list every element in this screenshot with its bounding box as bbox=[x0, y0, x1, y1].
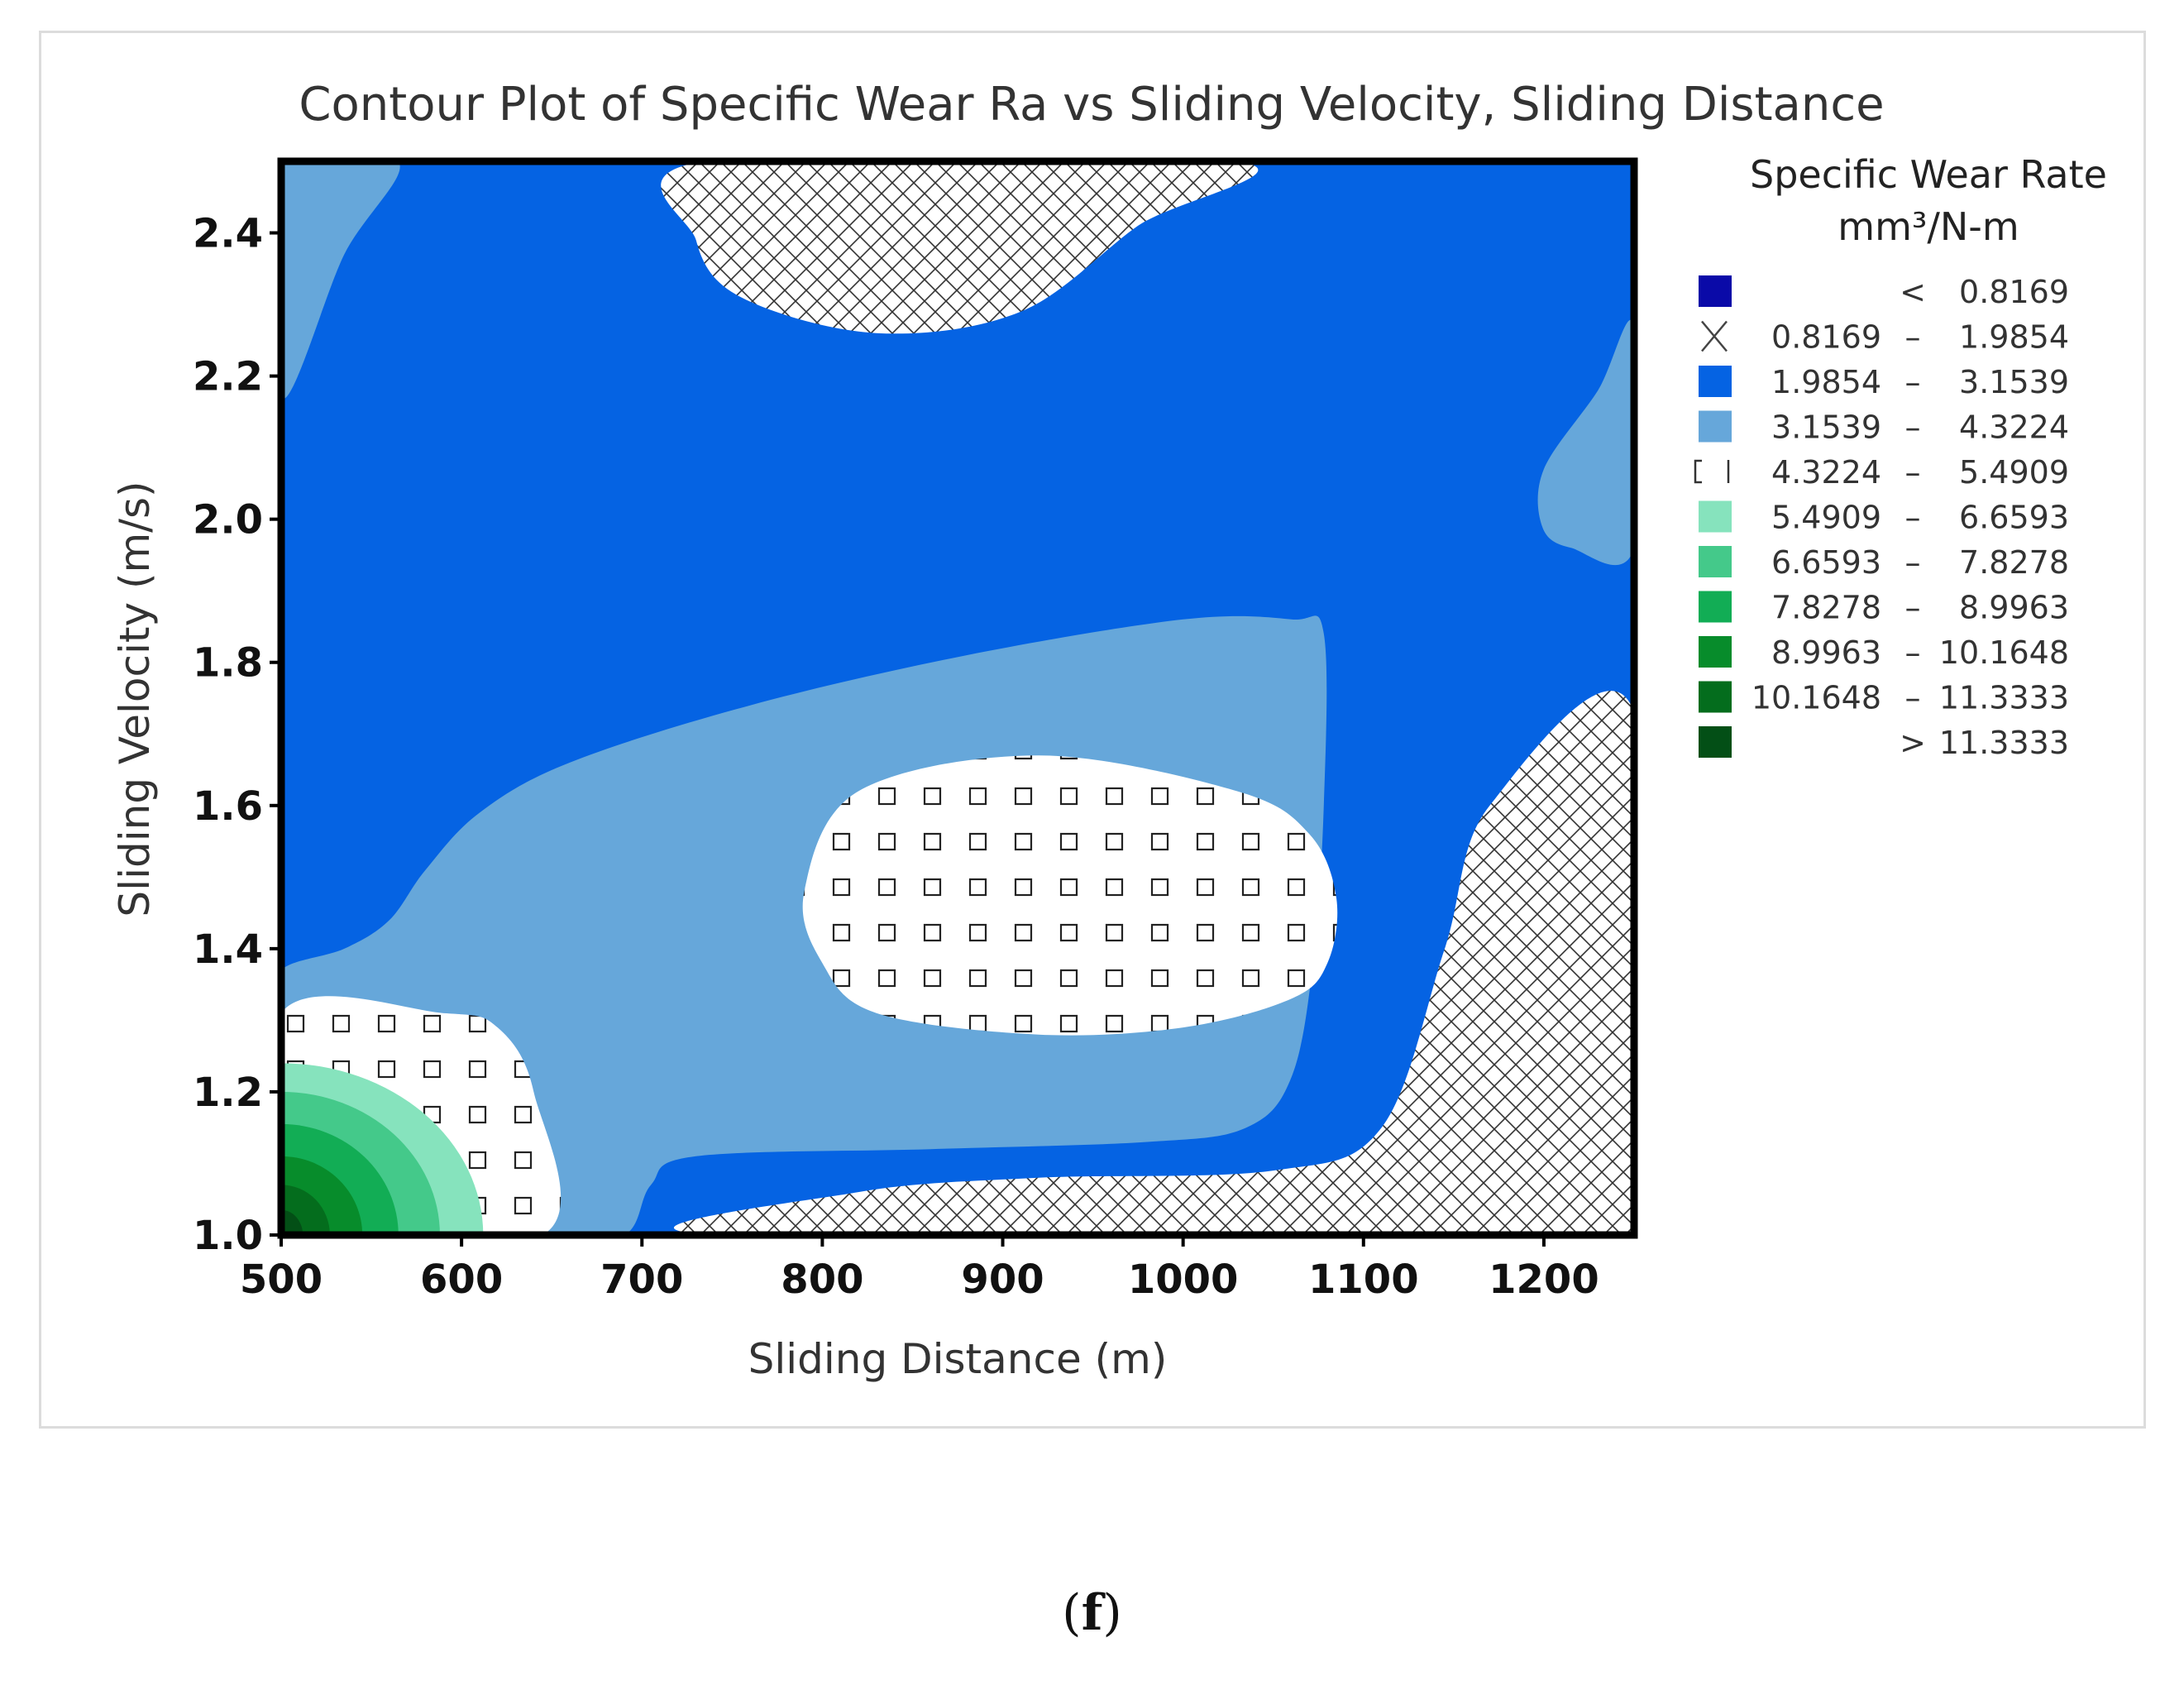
legend-high: 7.8278 bbox=[1959, 544, 2069, 581]
x-tick-label: 1000 bbox=[1128, 1257, 1239, 1303]
contour-region-6 bbox=[802, 755, 1338, 1036]
legend-entry: 8.9963–10.1648 bbox=[1699, 634, 2069, 671]
legend-entry: 0.8169– 1.9854 bbox=[1701, 319, 2069, 356]
legend-swatch bbox=[1699, 410, 1732, 443]
legend-swatch bbox=[1699, 726, 1732, 758]
x-tick-label: 1100 bbox=[1308, 1257, 1419, 1303]
contour-region-2 bbox=[673, 691, 1634, 1235]
legend-separator: – bbox=[1905, 454, 1921, 491]
x-tick-label: 700 bbox=[600, 1257, 683, 1303]
legend-entry: <0.8169 bbox=[1699, 274, 2069, 310]
legend-swatch bbox=[1699, 636, 1732, 668]
legend-high: 8.9963 bbox=[1959, 590, 2069, 626]
contour-plot-area bbox=[281, 161, 1634, 1235]
legend-high: 11.3333 bbox=[1939, 680, 2069, 716]
legend-swatch bbox=[1694, 459, 1730, 484]
legend-swatch bbox=[1699, 500, 1732, 533]
contour-region-13 bbox=[281, 1209, 303, 1235]
legend-separator: – bbox=[1905, 409, 1921, 446]
chart-title: Contour Plot of Specific Wear Ra vs Slid… bbox=[299, 78, 1884, 132]
x-tick-label: 600 bbox=[420, 1257, 503, 1303]
y-tick-label: 2.4 bbox=[193, 211, 263, 257]
legend-low: 10.1648 bbox=[1752, 680, 1881, 716]
y-axis-label: Sliding Velocity (m/s) bbox=[111, 481, 159, 917]
y-tick-label: 2.2 bbox=[193, 354, 263, 400]
legend-unit: mm³/N-m bbox=[1838, 204, 2019, 249]
legend-separator: – bbox=[1905, 319, 1921, 356]
legend-separator: – bbox=[1905, 590, 1921, 626]
legend-entry: 10.1648–11.3333 bbox=[1699, 680, 2069, 716]
contour-chart: Contour Plot of Specific Wear Ra vs Slid… bbox=[111, 78, 2107, 1383]
y-tick-label: 1.0 bbox=[193, 1213, 263, 1259]
plot-border bbox=[277, 157, 1638, 1239]
legend: Specific Wear Rate mm³/N-m <0.81690.8169… bbox=[1694, 152, 2107, 761]
legend-separator: < bbox=[1900, 274, 1926, 310]
legend-separator: – bbox=[1905, 500, 1921, 536]
legend-high: 10.1648 bbox=[1939, 634, 2069, 671]
panel-label: (f) bbox=[1062, 1584, 1122, 1642]
legend-high: 6.6593 bbox=[1959, 500, 2069, 536]
legend-high: 4.3224 bbox=[1959, 409, 2069, 446]
y-tick-label: 1.8 bbox=[193, 640, 263, 687]
x-tick-label: 500 bbox=[240, 1257, 323, 1303]
legend-swatch bbox=[1699, 681, 1732, 713]
legend-low: 5.4909 bbox=[1771, 500, 1881, 536]
x-axis-label: Sliding Distance (m) bbox=[748, 1335, 1168, 1383]
y-tick-label: 1.4 bbox=[193, 926, 263, 973]
x-tick-label: 1200 bbox=[1489, 1257, 1599, 1303]
y-tick-label: 1.2 bbox=[193, 1070, 263, 1116]
legend-entry: 7.8278– 8.9963 bbox=[1699, 590, 2069, 626]
contour-region-1 bbox=[661, 161, 1259, 334]
legend-separator: – bbox=[1905, 364, 1921, 400]
legend-entry: >11.3333 bbox=[1699, 725, 2069, 761]
contour-region-4 bbox=[1537, 319, 1634, 566]
legend-separator: – bbox=[1905, 634, 1921, 671]
legend-high: 0.8169 bbox=[1959, 274, 2069, 310]
legend-high: 1.9854 bbox=[1959, 319, 2069, 356]
legend-swatch bbox=[1701, 320, 1728, 352]
legend-high: 3.1539 bbox=[1959, 364, 2069, 400]
x-tick-label: 900 bbox=[961, 1257, 1044, 1303]
axes: 500 600 700 800 900 1000 1100 1200 1.0 1.2 1.4 1.6 1… bbox=[193, 211, 1599, 1303]
legend-entry: 1.9854– 3.1539 bbox=[1699, 364, 2069, 400]
legend-swatch bbox=[1699, 546, 1732, 577]
legend-swatch bbox=[1699, 366, 1732, 397]
legend-low: 4.3224 bbox=[1771, 454, 1881, 491]
x-tick-label: 800 bbox=[781, 1257, 863, 1303]
legend-low: 1.9854 bbox=[1771, 364, 1881, 400]
legend-swatch bbox=[1699, 275, 1732, 307]
legend-separator: – bbox=[1905, 544, 1921, 581]
y-tick-label: 2.0 bbox=[193, 497, 263, 543]
legend-high: 5.4909 bbox=[1959, 454, 2069, 491]
legend-low: 0.8169 bbox=[1771, 319, 1881, 356]
legend-entry: 5.4909– 6.6593 bbox=[1699, 500, 2069, 536]
legend-swatch bbox=[1699, 591, 1732, 623]
legend-entries: <0.81690.8169–1.98541.9854–3.15393.1539–… bbox=[1694, 274, 2069, 761]
contour-region-3 bbox=[281, 161, 400, 400]
legend-low: 8.9963 bbox=[1771, 634, 1881, 671]
legend-entry: 3.1539– 4.3224 bbox=[1699, 409, 2069, 446]
legend-high: 11.3333 bbox=[1939, 725, 2069, 761]
legend-separator: > bbox=[1900, 725, 1926, 761]
legend-low: 7.8278 bbox=[1771, 590, 1881, 626]
y-tick-label: 1.6 bbox=[193, 783, 263, 830]
legend-entry: 6.6593– 7.8278 bbox=[1699, 544, 2069, 581]
legend-title: Specific Wear Rate bbox=[1750, 152, 2107, 197]
legend-separator: – bbox=[1905, 680, 1921, 716]
legend-low: 3.1539 bbox=[1771, 409, 1881, 446]
legend-entry: 4.3224– 5.4909 bbox=[1694, 454, 2069, 491]
legend-low: 6.6593 bbox=[1771, 544, 1881, 581]
